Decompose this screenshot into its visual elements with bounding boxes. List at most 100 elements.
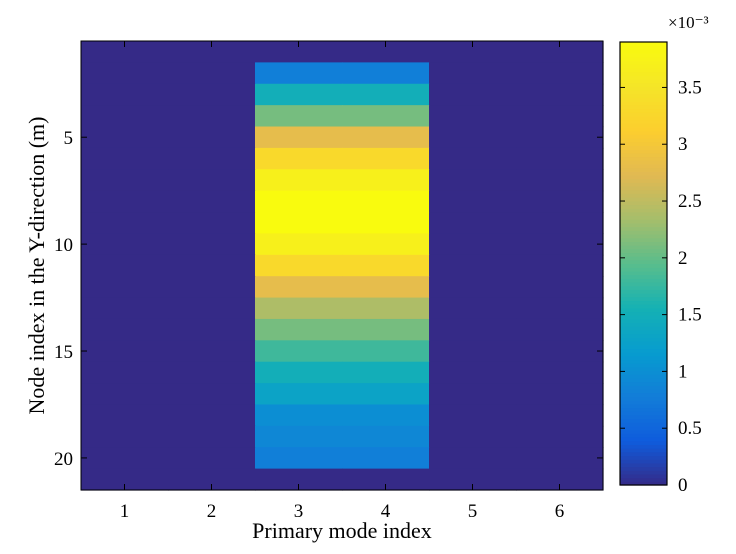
colorbar-segment xyxy=(620,289,667,294)
colorbar-segment xyxy=(620,219,667,224)
heatmap-cell-r6-c6 xyxy=(516,147,604,170)
colorbar-segment xyxy=(620,200,667,206)
heatmap-cell-r5-c5 xyxy=(429,126,517,149)
colorbar-segment xyxy=(620,42,667,47)
colorbar-segment xyxy=(620,392,667,397)
colorbar-segment xyxy=(620,470,667,475)
colorbar-segment xyxy=(620,130,667,135)
heatmap-cell-r9-c1 xyxy=(81,212,169,235)
colorbar-segment xyxy=(620,278,667,283)
y-tick-label: 20 xyxy=(54,449,73,470)
heatmap-cell-r17-c5 xyxy=(429,383,517,406)
heatmap-cell-r12-c3 xyxy=(255,276,343,299)
heatmap-cell-r4-c2 xyxy=(168,105,256,128)
heatmap-cell-r20-c5 xyxy=(429,447,517,470)
colorbar-segment xyxy=(620,437,667,442)
colorbar-segment xyxy=(620,389,667,394)
heatmap-cell-r2-c5 xyxy=(429,62,517,85)
heatmap-cell-r17-c1 xyxy=(81,383,169,406)
heatmap-cell-r18-c4 xyxy=(342,404,430,427)
colorbar-segment xyxy=(620,86,667,91)
colorbar-segment xyxy=(620,403,667,409)
heatmap-cell-r21-c2 xyxy=(168,468,256,491)
colorbar-segment xyxy=(620,451,667,457)
heatmap-cell-r2-c1 xyxy=(81,62,169,85)
colorbar-segment xyxy=(620,189,667,194)
heatmap-cell-r15-c4 xyxy=(342,340,430,363)
heatmap-cell-r11-c2 xyxy=(168,254,256,277)
heatmap-cell-r20-c1 xyxy=(81,447,169,470)
heatmap-cell-r19-c2 xyxy=(168,425,256,448)
colorbar-segment xyxy=(620,466,667,471)
heatmap-cell-r6-c2 xyxy=(168,147,256,170)
colorbar-segment xyxy=(620,359,667,364)
heatmap-cell-r10-c2 xyxy=(168,233,256,256)
heatmap-cell-r14-c2 xyxy=(168,318,256,341)
colorbar-segment xyxy=(620,425,667,431)
colorbar-segment xyxy=(620,396,667,401)
colorbar-segment xyxy=(620,333,667,338)
heatmap-cell-r6-c5 xyxy=(429,147,517,170)
colorbar-segment xyxy=(620,178,667,183)
heatmap-cell-r17-c4 xyxy=(342,383,430,406)
heatmap-cell-r9-c2 xyxy=(168,212,256,235)
colorbar-segment xyxy=(620,245,667,250)
heatmap-cell-r19-c6 xyxy=(516,425,604,448)
heatmap-cell-r21-c3 xyxy=(255,468,343,491)
colorbar-segment xyxy=(620,374,667,379)
x-tick-label: 1 xyxy=(120,501,130,522)
heatmap-cell-r5-c3 xyxy=(255,126,343,149)
heatmap-cell-r3-c6 xyxy=(516,83,604,106)
heatmap-cell-r11-c5 xyxy=(429,254,517,277)
y-tick-label: 10 xyxy=(54,235,73,256)
heatmap-cell-r21-c6 xyxy=(516,468,604,491)
colorbar-segment xyxy=(620,193,667,198)
colorbar-segment xyxy=(620,304,667,309)
colorbar-segment xyxy=(620,71,667,76)
heatmap-cell-r14-c3 xyxy=(255,318,343,341)
colorbar-segment xyxy=(620,182,667,187)
colorbar-segment xyxy=(620,422,667,427)
colorbar-segment xyxy=(620,167,667,172)
heatmap-cell-r13-c4 xyxy=(342,297,430,320)
heatmap-cell-r4-c6 xyxy=(516,105,604,128)
colorbar-segment xyxy=(620,64,667,69)
heatmap-cell-r9-c5 xyxy=(429,212,517,235)
heatmap-cell-r19-c3 xyxy=(255,425,343,448)
colorbar-tick-label: 1.5 xyxy=(678,305,702,326)
y-tick-label: 5 xyxy=(64,128,74,149)
colorbar-segment xyxy=(620,75,667,80)
heatmap-cell-r12-c6 xyxy=(516,276,604,299)
x-tick-label: 5 xyxy=(468,501,478,522)
heatmap-cell-r1-c3 xyxy=(255,41,343,63)
heatmap-cell-r7-c5 xyxy=(429,169,517,192)
heatmap-cell-r10-c4 xyxy=(342,233,430,256)
colorbar-segment xyxy=(620,459,667,464)
colorbar-segment xyxy=(620,444,667,449)
heatmap-cell-r10-c1 xyxy=(81,233,169,256)
colorbar-segment xyxy=(620,134,667,139)
colorbar-segment xyxy=(620,322,667,327)
colorbar-segment xyxy=(620,241,667,246)
heatmap-cell-r6-c3 xyxy=(255,147,343,170)
heatmap-cell-r5-c1 xyxy=(81,126,169,149)
heatmap-cell-r16-c6 xyxy=(516,361,604,384)
heatmap-cell-r2-c4 xyxy=(342,62,430,85)
colorbar-segment xyxy=(620,418,667,423)
colorbar-segment xyxy=(620,233,667,239)
heatmap-cell-r16-c1 xyxy=(81,361,169,384)
heatmap-cell-r2-c3 xyxy=(255,62,343,85)
heatmap-cell-r8-c4 xyxy=(342,190,430,213)
colorbar-segment xyxy=(620,204,667,209)
colorbar-segment xyxy=(620,211,667,217)
colorbar-segment xyxy=(620,82,667,87)
colorbar-exponent-label: ×10⁻³ xyxy=(668,13,709,32)
colorbar-segment xyxy=(620,137,667,143)
heatmap-cell-r15-c1 xyxy=(81,340,169,363)
heatmap-cell-r14-c1 xyxy=(81,318,169,341)
heatmap-cell-r3-c5 xyxy=(429,83,517,106)
heatmap-cell-r11-c6 xyxy=(516,254,604,277)
colorbar-segment xyxy=(620,149,667,154)
colorbar-segment xyxy=(620,473,667,479)
